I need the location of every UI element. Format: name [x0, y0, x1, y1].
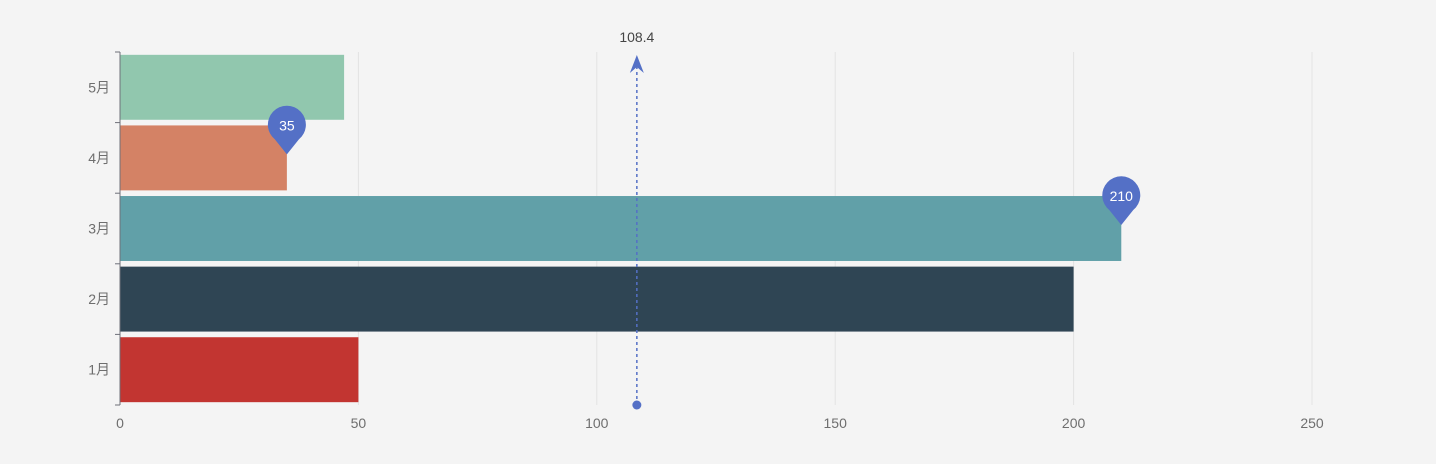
y-tick-label: 3月: [88, 221, 110, 237]
x-tick-label: 50: [351, 415, 367, 431]
average-line-arrow: [629, 55, 644, 73]
x-tick-label: 250: [1300, 415, 1324, 431]
bar-4[interactable]: [120, 125, 287, 191]
y-tick-label: 1月: [88, 362, 110, 378]
bar-2[interactable]: [120, 266, 1074, 332]
x-tick-label: 100: [585, 415, 609, 431]
pin-label: 35: [279, 117, 295, 133]
pin-label: 210: [1110, 188, 1134, 204]
pin-shape: [1102, 176, 1141, 226]
y-tick-label: 5月: [88, 79, 110, 95]
mark-point-pin[interactable]: 210: [1102, 176, 1141, 226]
x-tick-label: 200: [1062, 415, 1086, 431]
x-tick-label: 0: [116, 415, 124, 431]
bar-5[interactable]: [120, 54, 345, 120]
x-tick-label: 150: [824, 415, 848, 431]
y-tick-label: 2月: [88, 291, 110, 307]
bar-3[interactable]: [120, 196, 1122, 261]
mark-point-pin[interactable]: 35: [267, 105, 306, 155]
bar-1[interactable]: [120, 337, 359, 403]
average-line-label: 108.4: [619, 29, 654, 45]
pin-shape: [267, 105, 306, 155]
average-line-start-dot: [632, 400, 642, 410]
y-tick-label: 4月: [88, 150, 110, 166]
